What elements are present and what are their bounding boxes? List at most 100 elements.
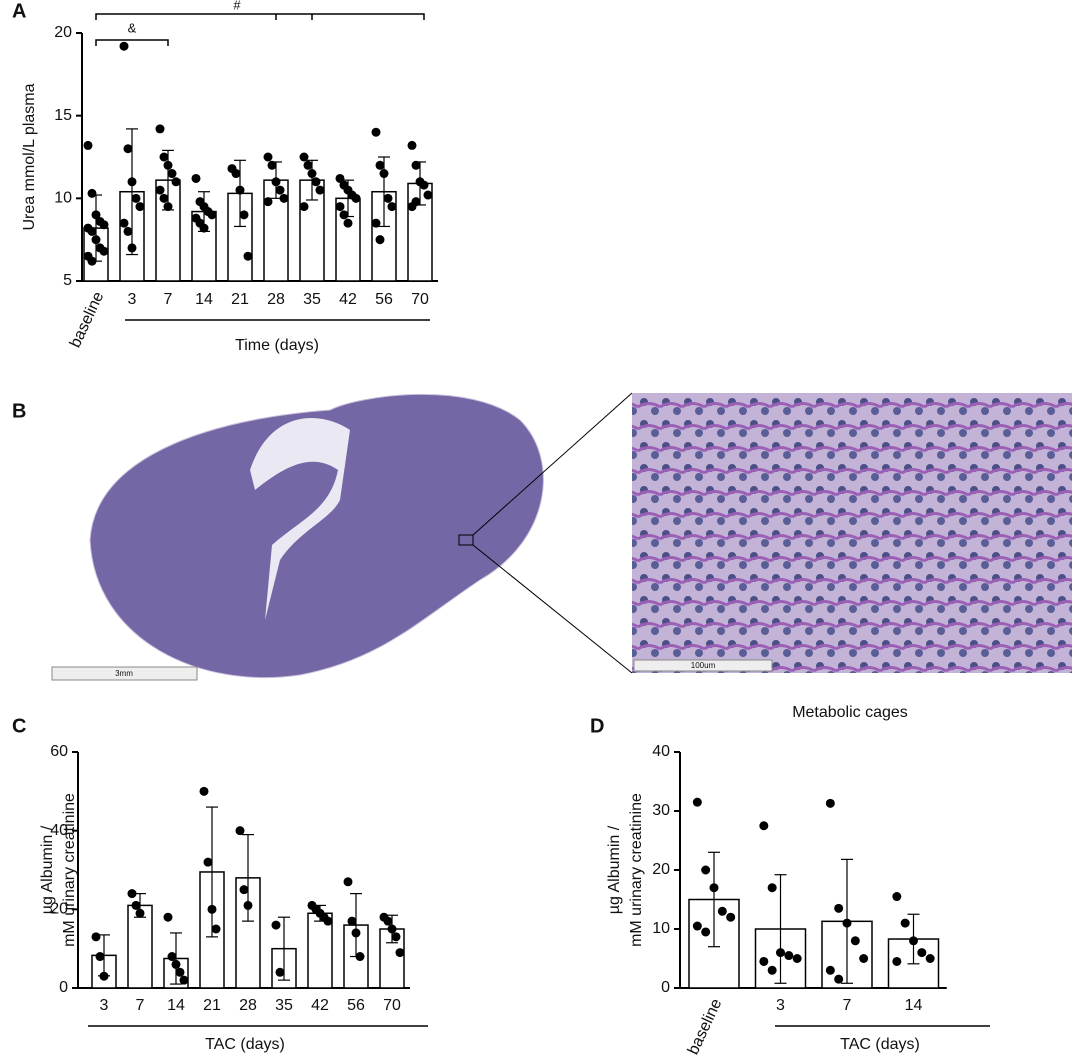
data-point — [123, 226, 133, 236]
data-point — [387, 202, 397, 212]
x-tick-label: 14 — [167, 997, 185, 1014]
data-point — [299, 202, 309, 212]
y-tick-label: 10 — [54, 190, 72, 207]
data-point — [231, 169, 241, 179]
data-point — [235, 185, 245, 195]
bar — [307, 912, 333, 989]
data-point — [759, 821, 769, 831]
y-tick-label: 0 — [59, 979, 68, 996]
y-tick-label: 15 — [54, 107, 72, 124]
data-point — [203, 857, 213, 867]
data-point — [323, 916, 333, 926]
data-point — [119, 218, 129, 228]
y-axis-label: Urea mmol/L plasma — [21, 83, 38, 230]
panel-letter: D — [590, 715, 604, 737]
panel-letter: A — [12, 0, 26, 22]
data-point — [343, 877, 353, 887]
data-point — [842, 918, 852, 928]
data-point — [784, 951, 794, 961]
data-point — [759, 956, 769, 966]
data-point — [917, 948, 927, 958]
data-point — [87, 256, 97, 266]
data-point — [135, 908, 145, 918]
data-point — [179, 975, 189, 985]
data-point — [127, 889, 137, 899]
data-point — [892, 956, 902, 966]
data-point — [207, 210, 217, 220]
data-point — [834, 903, 844, 913]
data-point — [131, 193, 141, 203]
y-tick-label: 20 — [50, 901, 68, 918]
data-point — [275, 967, 285, 977]
x-axis-label: Time (days) — [235, 337, 319, 354]
scale-bar-label: 3mm — [115, 669, 133, 678]
data-point — [271, 177, 281, 187]
data-point — [163, 202, 173, 212]
data-point — [383, 193, 393, 203]
x-tick-label: 42 — [339, 291, 357, 308]
y-tick-label: 40 — [50, 822, 68, 839]
data-point — [239, 210, 249, 220]
zoom-line — [472, 544, 633, 674]
zoom-line — [472, 392, 633, 536]
x-tick-label: baseline — [67, 289, 108, 350]
data-point — [375, 235, 385, 245]
x-tick-label: 3 — [776, 997, 785, 1014]
data-point — [419, 180, 429, 190]
data-point — [850, 936, 860, 946]
scale-bar — [51, 666, 198, 681]
data-point — [159, 193, 169, 203]
data-point — [411, 197, 421, 207]
data-point — [155, 124, 165, 134]
panel-letter: B — [12, 400, 26, 422]
panel-letter: C — [12, 715, 26, 737]
data-point — [95, 952, 105, 962]
data-point — [131, 900, 141, 910]
y-axis-label: µg Albumin / — [606, 825, 623, 914]
data-point — [776, 948, 785, 958]
y-tick-label: 60 — [50, 743, 68, 760]
data-point — [99, 220, 109, 230]
data-point — [207, 904, 217, 914]
y-axis-label: µg Albumin / — [39, 825, 56, 914]
data-point — [355, 952, 365, 962]
data-point — [275, 185, 285, 195]
data-point — [199, 223, 209, 233]
scale-bar-label: 100um — [691, 661, 716, 670]
x-tick-label: 21 — [231, 291, 249, 308]
data-point — [339, 210, 349, 220]
x-tick-label: 7 — [843, 997, 852, 1014]
data-point — [387, 924, 397, 934]
x-tick-label: 7 — [136, 997, 145, 1014]
data-point — [163, 160, 173, 170]
data-point — [375, 160, 385, 170]
data-point — [909, 936, 918, 946]
data-point — [163, 912, 173, 922]
x-tick-label: 70 — [383, 997, 401, 1014]
data-point — [315, 185, 325, 195]
data-point — [834, 974, 844, 984]
data-point — [199, 786, 209, 796]
y-tick-label: 5 — [63, 272, 72, 289]
data-point — [307, 169, 317, 179]
y-axis-label: mM urinary creatinine — [628, 793, 645, 947]
data-point — [726, 912, 736, 922]
y-tick-label: 30 — [652, 802, 670, 819]
x-tick-label: 7 — [164, 291, 173, 308]
data-point — [167, 952, 177, 962]
data-point — [175, 967, 185, 977]
data-point — [263, 197, 273, 207]
significance-label: & — [128, 20, 137, 35]
significance-bracket — [95, 39, 169, 46]
x-tick-label: 70 — [411, 291, 429, 308]
x-tick-label: 3 — [100, 997, 109, 1014]
scale-bar — [633, 659, 773, 672]
data-point — [279, 193, 289, 203]
y-tick-label: 0 — [661, 979, 670, 996]
data-point — [243, 251, 253, 261]
y-tick-label: 40 — [652, 743, 670, 760]
chart-title: Metabolic cages — [792, 704, 908, 721]
data-point — [692, 921, 702, 931]
data-point — [235, 826, 245, 836]
